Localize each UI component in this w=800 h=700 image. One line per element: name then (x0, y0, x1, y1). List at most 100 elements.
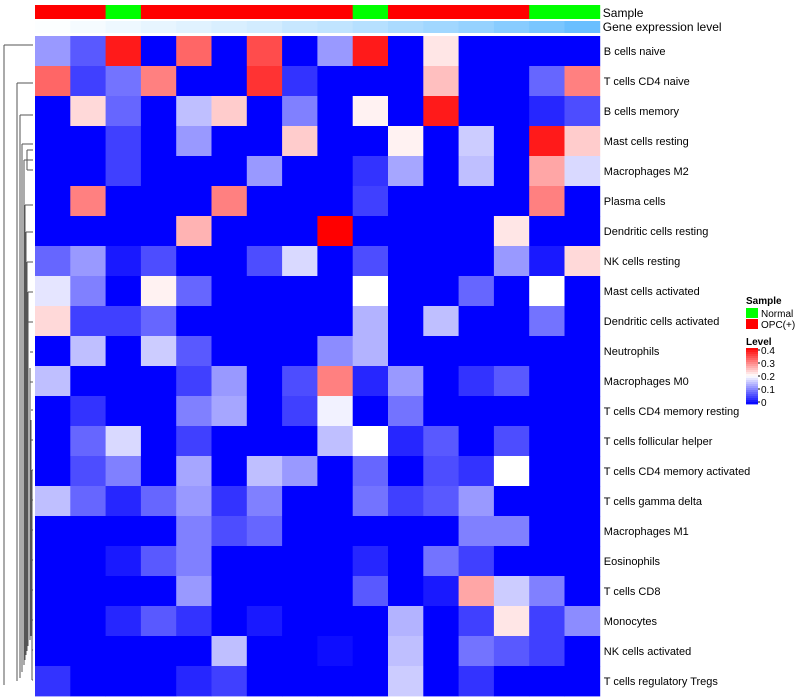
heatmap-cell (352, 426, 389, 457)
heatmap-cell (388, 606, 424, 637)
heatmap-cell (246, 366, 283, 397)
heatmap-cell (140, 606, 177, 637)
heatmap-cell (352, 276, 389, 307)
heatmap-cell (211, 606, 248, 637)
sample-legend-swatch (746, 319, 758, 329)
heatmap-cell (423, 126, 459, 157)
row-labels: B cells naive T cells CD4 naive B cells me… (604, 46, 751, 688)
heatmap-cell (105, 546, 142, 577)
heatmap-cell (564, 36, 601, 67)
sample-annotation-cell (105, 5, 142, 19)
heatmap-cell (211, 396, 248, 427)
heatmap-cell (317, 126, 354, 157)
sample-annotation-cell (352, 5, 389, 19)
heatmap-cell (529, 426, 565, 457)
heatmap-cell (352, 636, 389, 667)
level-legend-gradient (746, 390, 758, 393)
heatmap-cell (317, 96, 354, 127)
heatmap-cell (246, 456, 283, 487)
heatmap-cell (70, 546, 106, 577)
heatmap-cell (211, 126, 248, 157)
heatmap-cell (140, 36, 177, 67)
row-label: Dendritic cells resting (604, 226, 709, 238)
heatmap-cell (211, 66, 248, 97)
heatmap-cell (282, 396, 318, 427)
heatmap-cell (317, 216, 354, 247)
sample-annotation-cell (564, 5, 601, 19)
heatmap-cell (70, 96, 106, 127)
heatmap-cell (176, 606, 212, 637)
heatmap-cell (493, 396, 530, 427)
expression-annotation-cell (564, 21, 601, 33)
heatmap-cell (352, 246, 389, 277)
heatmap-cell (493, 636, 530, 667)
heatmap-cell (246, 276, 283, 307)
heatmap-cell (529, 666, 565, 697)
heatmap-cell (564, 216, 601, 247)
heatmap-cell (317, 606, 354, 637)
sample-annotation-cell (388, 5, 424, 19)
sample-annotation-cell (176, 5, 212, 19)
expression-annotation-cell (211, 21, 248, 33)
heatmap-cell (140, 546, 177, 577)
heatmap-cell (246, 576, 283, 607)
heatmap-cell (317, 516, 354, 547)
heatmap-cell (352, 36, 389, 67)
heatmap-cell (211, 636, 248, 667)
heatmap-cell (564, 426, 601, 457)
level-legend-gradient (746, 380, 758, 383)
heatmap-cell (458, 66, 495, 97)
heatmap-cell (423, 276, 459, 307)
heatmap-cell (493, 516, 530, 547)
heatmap-cell (388, 666, 424, 697)
heatmap-cell (564, 66, 601, 97)
heatmap-cell (317, 66, 354, 97)
row-label: NK cells activated (604, 646, 691, 658)
heatmap-cell (282, 636, 318, 667)
heatmap-cell (70, 126, 106, 157)
heatmap-cell (317, 396, 354, 427)
level-legend-tick-label: 0.4 (761, 346, 775, 357)
level-legend-gradient (746, 376, 758, 379)
heatmap-cell (211, 546, 248, 577)
heatmap-cell (282, 156, 318, 187)
heatmap-cell (423, 216, 459, 247)
level-legend-tick-label: 0.3 (761, 359, 775, 370)
level-legend-gradient (746, 378, 758, 381)
heatmap-cell (176, 456, 212, 487)
heatmap-cell (458, 426, 495, 457)
heatmap-cell (317, 546, 354, 577)
heatmap-cell (423, 516, 459, 547)
heatmap-cell (388, 186, 424, 217)
level-legend-gradient (746, 368, 758, 371)
heatmap-cell (105, 96, 142, 127)
sample-legend-title: Sample (746, 296, 782, 307)
heatmap-cell (317, 666, 354, 697)
sample-annotation-cell (282, 5, 318, 19)
level-legend-tick-label: 0.1 (761, 385, 775, 396)
heatmap-cell (105, 126, 142, 157)
heatmap-cell (140, 126, 177, 157)
heatmap-cell (140, 66, 177, 97)
heatmap-cell (458, 456, 495, 487)
heatmap-cell (282, 456, 318, 487)
heatmap-cell (282, 276, 318, 307)
heatmap-cell (352, 576, 389, 607)
heatmap-cell (140, 276, 177, 307)
heatmap-cell (105, 576, 142, 607)
heatmap-cell (317, 246, 354, 277)
heatmap-cell (423, 456, 459, 487)
heatmap-cell (423, 426, 459, 457)
row-dendrogram (3, 44, 33, 685)
level-legend-gradient (746, 358, 758, 361)
heatmap-cell (564, 636, 601, 667)
heatmap-cell (70, 66, 106, 97)
heatmap-cell (282, 36, 318, 67)
heatmap-cell (564, 126, 601, 157)
expression-annotation-cell (352, 21, 389, 33)
heatmap-cell (423, 636, 459, 667)
heatmap-cell (529, 576, 565, 607)
heatmap-cell (493, 336, 530, 367)
expression-annotation-cell (70, 21, 106, 33)
